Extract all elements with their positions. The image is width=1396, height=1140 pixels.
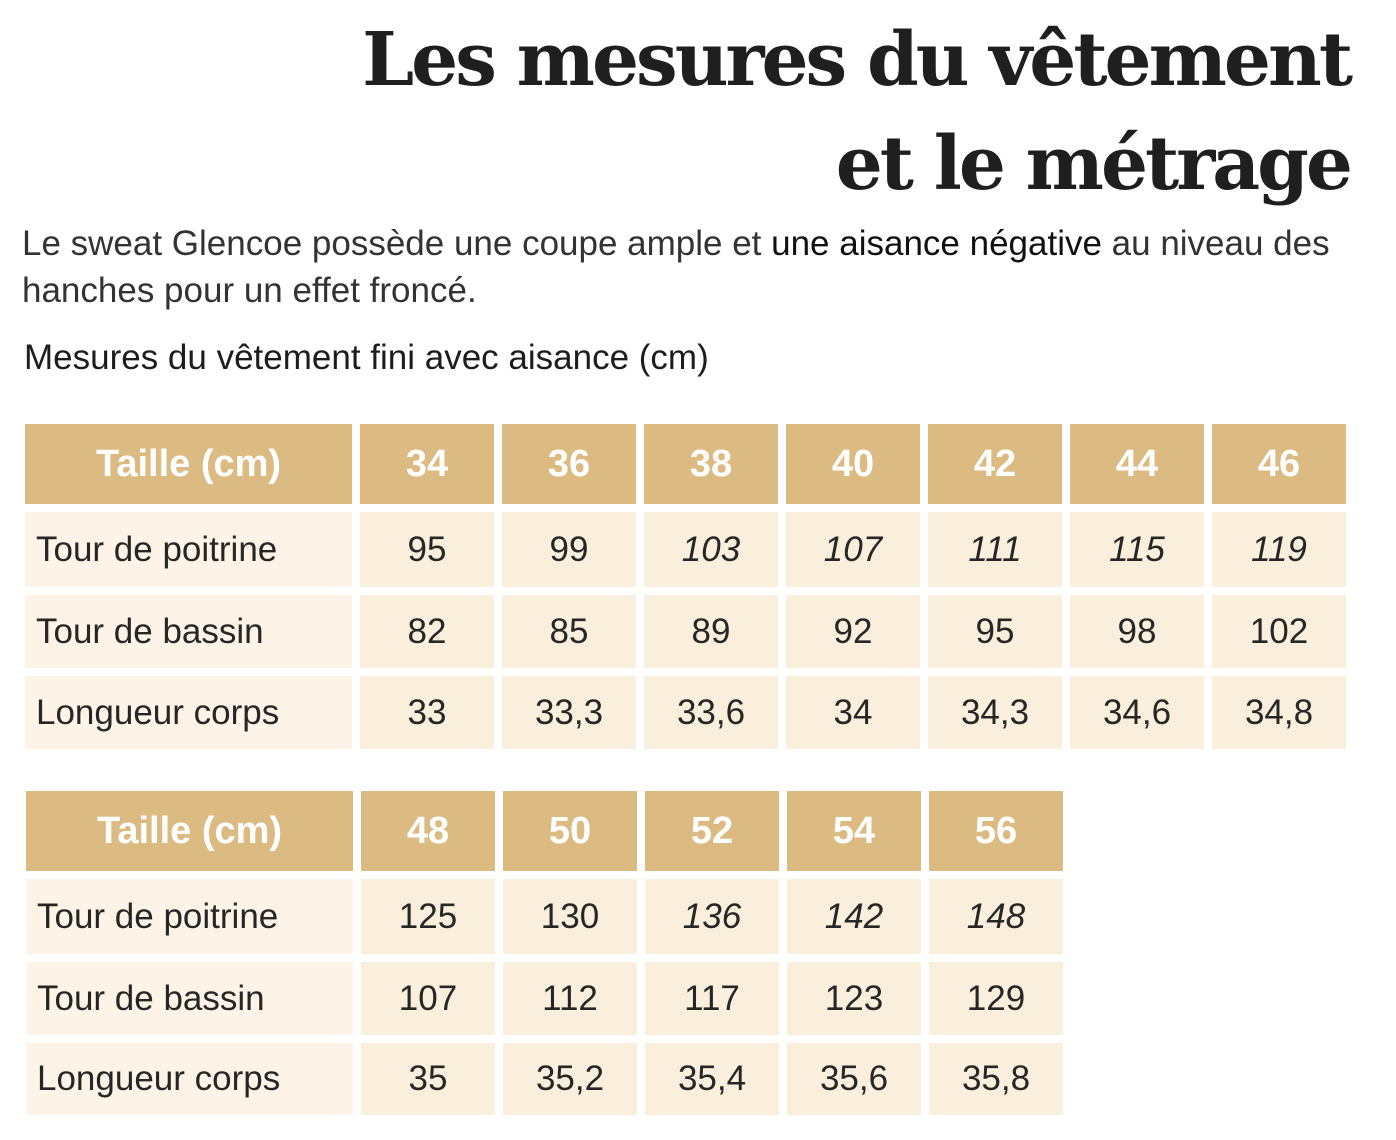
page-title: Les mesures du vêtement et le métrage bbox=[362, 8, 1353, 216]
value-cell: 119 bbox=[1212, 512, 1346, 587]
value-cell: 92 bbox=[786, 595, 920, 668]
size-header-cell: 40 bbox=[786, 424, 920, 504]
measurements-table-2: Taille (cm) 48 50 52 54 56 Tour de poitrine 125… bbox=[26, 791, 1063, 1115]
value-cell: 136 bbox=[645, 879, 779, 954]
value-cell: 85 bbox=[502, 595, 636, 668]
value-cell: 34,8 bbox=[1212, 676, 1346, 749]
size-header-cell: 56 bbox=[929, 791, 1063, 871]
value-cell: 123 bbox=[787, 962, 921, 1035]
value-cell: 82 bbox=[360, 595, 494, 668]
row-label: Tour de bassin bbox=[25, 595, 352, 668]
value-cell: 148 bbox=[929, 879, 1063, 954]
value-cell: 35,4 bbox=[645, 1043, 779, 1115]
value-cell: 102 bbox=[1212, 595, 1346, 668]
value-cell: 103 bbox=[644, 512, 778, 587]
value-cell: 107 bbox=[786, 512, 920, 587]
value-cell: 33 bbox=[360, 676, 494, 749]
size-header-cell: 34 bbox=[360, 424, 494, 504]
row-label: Tour de poitrine bbox=[25, 512, 352, 587]
intro-emphasis: une aisance négative bbox=[771, 224, 1102, 263]
row-label: Longueur corps bbox=[25, 676, 352, 749]
value-cell: 130 bbox=[503, 879, 637, 954]
value-cell: 33,6 bbox=[644, 676, 778, 749]
size-header-cell: 38 bbox=[644, 424, 778, 504]
value-cell: 95 bbox=[928, 595, 1062, 668]
value-cell: 107 bbox=[361, 962, 495, 1035]
value-cell: 35 bbox=[361, 1043, 495, 1115]
value-cell: 34 bbox=[786, 676, 920, 749]
size-header-cell: 36 bbox=[502, 424, 636, 504]
value-cell: 34,3 bbox=[928, 676, 1062, 749]
size-header-cell: 54 bbox=[787, 791, 921, 871]
header-cell: Taille (cm) bbox=[25, 424, 352, 504]
value-cell: 89 bbox=[644, 595, 778, 668]
value-cell: 112 bbox=[503, 962, 637, 1035]
intro-paragraph: Le sweat Glencoe possède une coupe ample… bbox=[22, 220, 1352, 314]
measurements-table-1: Taille (cm) 34 36 38 40 42 44 46 Tour de poitrin… bbox=[25, 424, 1346, 749]
value-cell: 34,6 bbox=[1070, 676, 1204, 749]
value-cell: 35,6 bbox=[787, 1043, 921, 1115]
size-header-cell: 52 bbox=[645, 791, 779, 871]
value-cell: 115 bbox=[1070, 512, 1204, 587]
table-caption: Mesures du vêtement fini avec aisance (c… bbox=[24, 338, 709, 377]
row-label: Tour de bassin bbox=[26, 962, 353, 1035]
value-cell: 35,8 bbox=[929, 1043, 1063, 1115]
header-cell: Taille (cm) bbox=[26, 791, 353, 871]
intro-text: Le sweat Glencoe possède une coupe ample… bbox=[22, 224, 772, 263]
value-cell: 117 bbox=[645, 962, 779, 1035]
row-label: Tour de poitrine bbox=[26, 879, 353, 954]
title-line-1: Les mesures du vêtement bbox=[362, 17, 1353, 103]
value-cell: 142 bbox=[787, 879, 921, 954]
size-header-cell: 42 bbox=[928, 424, 1062, 504]
value-cell: 33,3 bbox=[502, 676, 636, 749]
size-header-cell: 50 bbox=[503, 791, 637, 871]
size-header-cell: 48 bbox=[361, 791, 495, 871]
value-cell: 95 bbox=[360, 512, 494, 587]
size-header-cell: 46 bbox=[1212, 424, 1346, 504]
value-cell: 99 bbox=[502, 512, 636, 587]
row-label: Longueur corps bbox=[26, 1043, 353, 1115]
value-cell: 35,2 bbox=[503, 1043, 637, 1115]
title-line-2: et le métrage bbox=[835, 121, 1353, 207]
value-cell: 129 bbox=[929, 962, 1063, 1035]
value-cell: 111 bbox=[928, 512, 1062, 587]
size-header-cell: 44 bbox=[1070, 424, 1204, 504]
value-cell: 98 bbox=[1070, 595, 1204, 668]
value-cell: 125 bbox=[361, 879, 495, 954]
intro-text-end: au niveau des hanches pour un effet fron… bbox=[22, 224, 1330, 310]
